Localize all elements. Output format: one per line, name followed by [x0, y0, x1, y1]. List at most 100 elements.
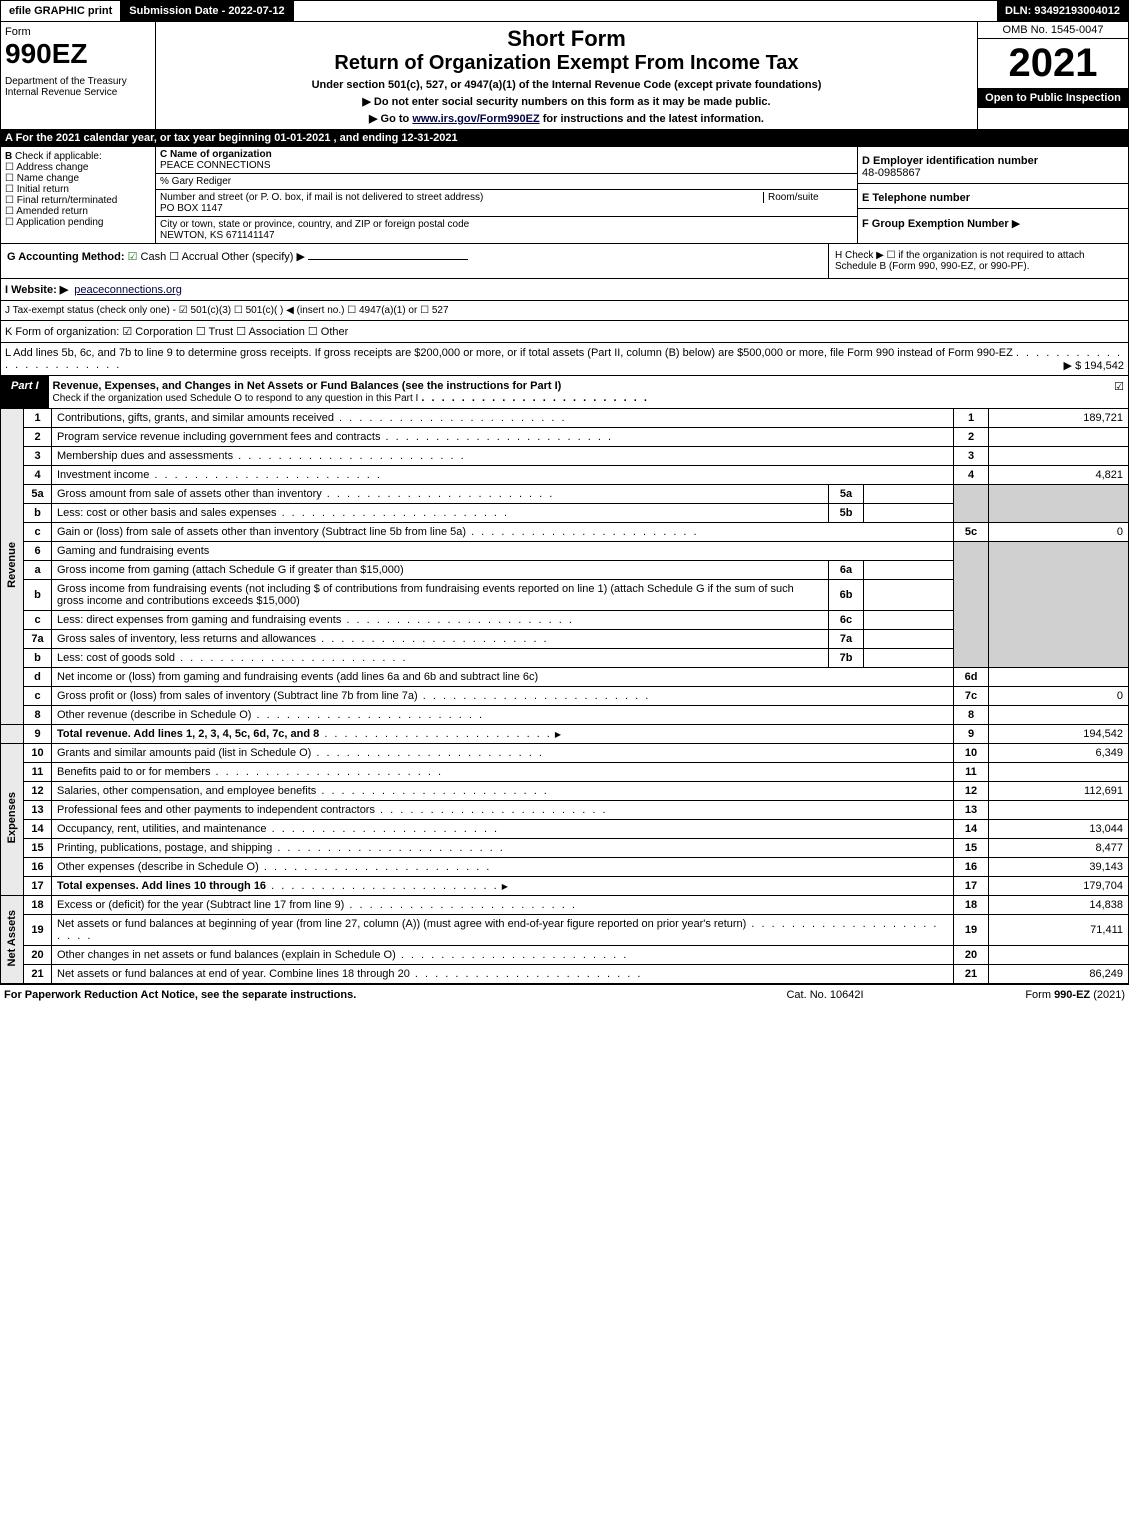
amt-6d [989, 668, 1129, 687]
mid-5b: 5b [829, 504, 864, 523]
rnum-20: 20 [954, 946, 989, 965]
chk-application-pending[interactable]: Application pending [5, 217, 104, 228]
efile-print[interactable]: efile GRAPHIC print [1, 1, 121, 21]
section-bcdef: B Check if applicable: Address change Na… [0, 147, 1129, 244]
g-accrual[interactable]: Accrual [169, 251, 218, 263]
rnum-7c: 7c [954, 687, 989, 706]
desc-5a: Gross amount from sale of assets other t… [52, 485, 829, 504]
amt-15: 8,477 [989, 839, 1129, 858]
chk-final-return[interactable]: Final return/terminated [5, 195, 117, 206]
rnum-16: 16 [954, 858, 989, 877]
shade-5ab [954, 485, 989, 523]
desc-18: Excess or (deficit) for the year (Subtra… [52, 896, 954, 915]
desc-5b: Less: cost or other basis and sales expe… [52, 504, 829, 523]
c-room-label: Room/suite [763, 192, 853, 203]
g-cash[interactable]: Cash [128, 251, 167, 263]
irs-link[interactable]: www.irs.gov/Form990EZ [412, 113, 539, 125]
part1-checkbox[interactable]: ☑ [1110, 376, 1128, 408]
mid-6b: 6b [829, 580, 864, 611]
desc-8: Other revenue (describe in Schedule O) [52, 706, 954, 725]
mid-7b: 7b [829, 649, 864, 668]
vlabel-revenue: Revenue [1, 409, 24, 725]
desc-21: Net assets or fund balances at end of ye… [52, 965, 954, 984]
warn-ssn: ▶ Do not enter social security numbers o… [160, 95, 973, 108]
ln-5a: 5a [24, 485, 52, 504]
amt-18: 14,838 [989, 896, 1129, 915]
rnum-4: 4 [954, 466, 989, 485]
warn-goto: ▶ Go to www.irs.gov/Form990EZ for instru… [160, 112, 973, 125]
omb-number: OMB No. 1545-0047 [978, 22, 1128, 39]
desc-3: Membership dues and assessments [52, 447, 954, 466]
rnum-2: 2 [954, 428, 989, 447]
rnum-11: 11 [954, 763, 989, 782]
footer-formno: Form 990-EZ (2021) [925, 989, 1125, 1001]
chk-name-change[interactable]: Name change [5, 173, 79, 184]
ln-4: 4 [24, 466, 52, 485]
amt-16: 39,143 [989, 858, 1129, 877]
i-label: I Website: ▶ [5, 283, 68, 296]
ln-11: 11 [24, 763, 52, 782]
desc-7b: Less: cost of goods sold [52, 649, 829, 668]
c-city-block: City or town, state or province, country… [156, 217, 857, 243]
title-short-form: Short Form [160, 26, 973, 52]
rnum-9: 9 [954, 725, 989, 744]
ln-12: 12 [24, 782, 52, 801]
amt-13 [989, 801, 1129, 820]
rnum-13: 13 [954, 801, 989, 820]
rnum-3: 3 [954, 447, 989, 466]
chk-amended-return[interactable]: Amended return [5, 206, 88, 217]
chk-initial-return[interactable]: Initial return [5, 184, 69, 195]
footer-catno: Cat. No. 10642I [725, 989, 925, 1001]
c-city-label: City or town, state or province, country… [160, 219, 469, 230]
midval-6b [864, 580, 954, 611]
amt-12: 112,691 [989, 782, 1129, 801]
desc-1: Contributions, gifts, grants, and simila… [52, 409, 954, 428]
row-l-text: L Add lines 5b, 6c, and 7b to line 9 to … [5, 347, 1013, 359]
col-b: B Check if applicable: Address change Na… [1, 147, 156, 243]
amt-3 [989, 447, 1129, 466]
ln-1: 1 [24, 409, 52, 428]
desc-7a: Gross sales of inventory, less returns a… [52, 630, 829, 649]
row-j: J Tax-exempt status (check only one) - ☑… [0, 301, 1129, 321]
desc-5c: Gain or (loss) from sale of assets other… [52, 523, 954, 542]
col-c: C Name of organization PEACE CONNECTIONS… [156, 147, 858, 243]
ln-7a: 7a [24, 630, 52, 649]
tax-year: 2021 [978, 39, 1128, 88]
form-word: Form [5, 26, 151, 38]
rnum-21: 21 [954, 965, 989, 984]
spacer [294, 1, 997, 21]
org-city: NEWTON, KS 671141147 [160, 230, 275, 241]
chk-address-change[interactable]: Address change [5, 162, 88, 173]
rnum-18: 18 [954, 896, 989, 915]
amt-9: 194,542 [989, 725, 1129, 744]
header-left: Form 990EZ Department of the Treasury In… [1, 22, 156, 129]
desc-14: Occupancy, rent, utilities, and maintena… [52, 820, 954, 839]
b-check-if: Check if applicable: [15, 151, 102, 162]
desc-15: Printing, publications, postage, and shi… [52, 839, 954, 858]
rnum-19: 19 [954, 915, 989, 946]
desc-6d: Net income or (loss) from gaming and fun… [52, 668, 954, 687]
row-a-calendar-year: A For the 2021 calendar year, or tax yea… [0, 130, 1129, 147]
c-name-block: C Name of organization PEACE CONNECTIONS [156, 147, 857, 174]
desc-20: Other changes in net assets or fund bala… [52, 946, 954, 965]
desc-13: Professional fees and other payments to … [52, 801, 954, 820]
ln-13: 13 [24, 801, 52, 820]
desc-6a: Gross income from gaming (attach Schedul… [52, 561, 829, 580]
ln-7c: c [24, 687, 52, 706]
ln-16: 16 [24, 858, 52, 877]
amt-1: 189,721 [989, 409, 1129, 428]
desc-4: Investment income [52, 466, 954, 485]
g-other[interactable]: Other (specify) ▶ [221, 251, 305, 263]
footer-left: For Paperwork Reduction Act Notice, see … [4, 989, 725, 1001]
ln-8: 8 [24, 706, 52, 725]
row-k: K Form of organization: ☑ Corporation ☐ … [0, 321, 1129, 343]
desc-19: Net assets or fund balances at beginning… [52, 915, 954, 946]
amt-14: 13,044 [989, 820, 1129, 839]
ln-9: 9 [24, 725, 52, 744]
website-link[interactable]: peaceconnections.org [74, 284, 182, 296]
rnum-1: 1 [954, 409, 989, 428]
desc-2: Program service revenue including govern… [52, 428, 954, 447]
mid-5a: 5a [829, 485, 864, 504]
row-h: H Check ▶ ☐ if the organization is not r… [828, 244, 1128, 278]
mid-7a: 7a [829, 630, 864, 649]
